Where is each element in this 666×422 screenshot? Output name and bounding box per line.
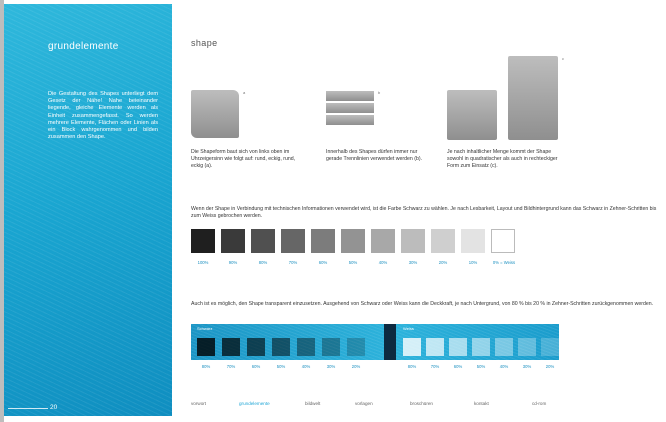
- black-swatch: [341, 229, 365, 253]
- transparent-black-swatch: [222, 338, 240, 356]
- transparent-black-label: 20%: [351, 364, 361, 369]
- transparent-white-label: 20%: [545, 364, 555, 369]
- black-swatch-label: 0% = Weiss: [492, 260, 516, 265]
- transparent-white-label: 50%: [476, 364, 486, 369]
- transparent-white-label: 80%: [407, 364, 417, 369]
- transparent-black-swatch: [322, 338, 340, 356]
- black-swatch: [401, 229, 425, 253]
- shape-example-c-square: [447, 90, 497, 140]
- page-number: 20: [50, 404, 58, 411]
- transparent-white-swatch: [541, 338, 559, 356]
- transparent-black-label: 30%: [326, 364, 336, 369]
- section-title: grundelemente: [48, 41, 119, 52]
- transparent-white-swatch: [518, 338, 536, 356]
- black-swatch: [491, 229, 515, 253]
- black-swatch-label: 100%: [197, 260, 209, 265]
- page-title: shape: [191, 38, 218, 48]
- transparent-black-label: 80%: [201, 364, 211, 369]
- nav-kontakt[interactable]: kontakt: [474, 401, 489, 406]
- marker-c: c: [562, 56, 564, 61]
- nav-bildwelt[interactable]: bildwelt: [305, 401, 321, 406]
- black-swatch-label: 70%: [288, 260, 298, 265]
- left-page: grundelemente Die Gestaltung des Shapes …: [4, 4, 172, 416]
- transparent-black-swatch: [197, 338, 215, 356]
- shape-example-b: [326, 91, 374, 127]
- page-number-rule: [8, 408, 48, 409]
- transparent-white-swatch: [403, 338, 421, 356]
- black-color-paragraph: Wenn der Shape in Verbindung mit technis…: [191, 206, 657, 219]
- shape-b-segment: [326, 91, 374, 101]
- black-swatch: [221, 229, 245, 253]
- transparent-black-label: 40%: [301, 364, 311, 369]
- transparent-black-label: 70%: [226, 364, 236, 369]
- page-gutter: [0, 0, 4, 422]
- shape-b-segment: [326, 103, 374, 113]
- transparent-black-swatch: [247, 338, 265, 356]
- marker-b: b: [378, 90, 381, 95]
- nav-vorlagen[interactable]: vorlagen: [355, 401, 373, 406]
- black-swatch-label: 60%: [318, 260, 328, 265]
- transparency-paragraph: Auch ist es möglich, den Shape transpare…: [191, 301, 654, 307]
- transparent-white-swatch: [449, 338, 467, 356]
- shape-b-segment: [326, 115, 374, 125]
- white-band-label: Weiss: [403, 326, 414, 331]
- caption-c: Je nach inhaltlicher Menge kommt der Sha…: [447, 149, 558, 169]
- black-swatch-label: 40%: [378, 260, 388, 265]
- black-swatch-label: 10%: [468, 260, 478, 265]
- transparent-white-swatch: [426, 338, 444, 356]
- transparent-black-swatch: [347, 338, 365, 356]
- black-swatch-label: 20%: [438, 260, 448, 265]
- black-swatch: [431, 229, 455, 253]
- footer-nav: vorwort grundelemente bildwelt vorlagen …: [172, 399, 662, 411]
- black-swatch-label: 80%: [258, 260, 268, 265]
- transparent-white-label: 60%: [453, 364, 463, 369]
- transparent-white-label: 70%: [430, 364, 440, 369]
- black-swatch: [251, 229, 275, 253]
- right-page: shape a b c Die Shapeform baut sich von …: [172, 4, 662, 416]
- transparent-black-swatch: [297, 338, 315, 356]
- black-swatch-label: 90%: [228, 260, 238, 265]
- black-swatch: [281, 229, 305, 253]
- transparency-banner: Schwarz Weiss: [191, 324, 559, 360]
- caption-b: Innerhalb des Shapes dürfen immer nur ge…: [326, 149, 423, 162]
- transparent-white-label: 40%: [499, 364, 509, 369]
- black-swatch: [371, 229, 395, 253]
- nav-vorwort[interactable]: vorwort: [191, 401, 207, 406]
- transparent-black-label: 50%: [276, 364, 286, 369]
- caption-a: Die Shapeform baut sich von links oben i…: [191, 149, 296, 169]
- black-swatch-label: 30%: [408, 260, 418, 265]
- intro-text: Die Gestaltung des Shapes unterliegt dem…: [48, 91, 158, 141]
- transparent-black-swatch: [272, 338, 290, 356]
- black-band-label: Schwarz: [197, 326, 213, 331]
- transparent-black-label: 60%: [251, 364, 261, 369]
- shape-example-c-rectangle: [508, 56, 558, 140]
- transparent-white-swatch: [495, 338, 513, 356]
- nav-broschueren[interactable]: broschüren: [410, 401, 433, 406]
- nav-grundelemente[interactable]: grundelemente: [239, 401, 270, 406]
- shape-example-a: [191, 90, 239, 138]
- transparent-white-label: 30%: [522, 364, 532, 369]
- banner-divider: [384, 324, 396, 360]
- black-swatch-label: 50%: [348, 260, 358, 265]
- transparent-white-swatch: [472, 338, 490, 356]
- black-swatch: [461, 229, 485, 253]
- marker-a: a: [243, 90, 246, 95]
- black-swatch: [191, 229, 215, 253]
- nav-cd-rom[interactable]: cd-rom: [532, 401, 547, 406]
- black-swatch: [311, 229, 335, 253]
